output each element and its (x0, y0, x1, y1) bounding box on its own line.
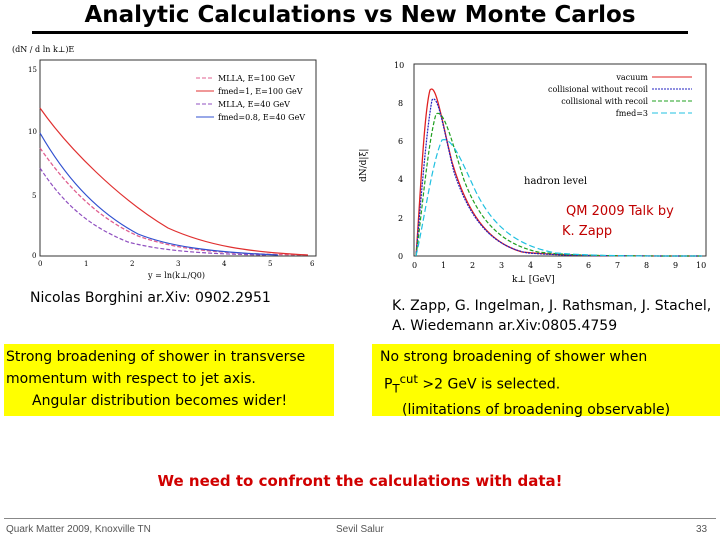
conclusion-text: We need to confront the calculations wit… (157, 472, 563, 490)
left-legend-2: fmed=1, E=100 GeV (218, 87, 303, 96)
right-legend-3: collisional with recoil (561, 97, 648, 106)
right-ytick: 8 (398, 99, 403, 108)
curve-fmed (415, 139, 703, 257)
right-box-line2: PTcut >2 GeV is selected. (372, 368, 720, 399)
footer-divider (4, 518, 716, 519)
zapp-ref-line1: K. Zapp, G. Ingelman, J. Rathsman, J. St… (392, 298, 712, 314)
footer-conference: Quark Matter 2009, Knoxville TN (6, 524, 151, 535)
right-xtick: 7 (615, 261, 620, 270)
pt-superscript: cut (399, 372, 418, 386)
right-xtick: 3 (499, 261, 504, 270)
right-plot-ylabel: dN/d|ξ| (359, 149, 369, 182)
left-box-line3: Angular distribution becomes wider! (32, 393, 288, 409)
right-legend-2: collisional without recoil (548, 85, 648, 94)
left-plot-xlabel: y = ln(k⊥/Q0) (147, 271, 205, 280)
left-xtick: 6 (310, 260, 315, 268)
right-xtick: 9 (673, 261, 678, 270)
left-ytick: 5 (32, 192, 36, 200)
right-box-line1: No strong broadening of shower when (380, 349, 648, 365)
pt-threshold-text: >2 GeV is selected. (417, 376, 561, 393)
right-plot-frame (413, 63, 707, 257)
right-ytick: 10 (394, 61, 404, 70)
pt-subscript: T (392, 381, 400, 396)
curve-mlla-40 (39, 167, 269, 256)
right-xtick: 1 (441, 261, 446, 270)
curve-no-recoil (415, 98, 703, 257)
right-box-line3: (limitations of broadening observable) (402, 402, 671, 419)
right-ytick: 4 (398, 175, 403, 184)
left-ytick: 15 (28, 66, 37, 74)
right-ytick: 2 (398, 214, 403, 223)
title-underline (32, 31, 688, 34)
left-xtick: 0 (38, 260, 42, 268)
left-xtick: 4 (222, 260, 227, 268)
left-xtick: 2 (130, 260, 134, 268)
right-xtick: 6 (586, 261, 591, 270)
zapp-talk-line1: QM 2009 Talk by (566, 204, 674, 219)
footer-author: Sevil Salur (336, 524, 384, 535)
right-plot-xlabel: k⊥ [GeV] (512, 275, 555, 285)
curve-mlla-100 (39, 147, 309, 256)
zapp-talk-line2: K. Zapp (562, 224, 613, 239)
right-xtick: 0 (412, 261, 417, 270)
left-xtick: 5 (268, 260, 272, 268)
left-xtick: 3 (176, 260, 180, 268)
right-xtick: 10 (696, 261, 706, 270)
left-legend-1: MLLA, E=100 GeV (218, 74, 295, 83)
left-box-line1: Strong broadening of shower in transvers… (6, 349, 306, 365)
left-highlight-box: Strong broadening of shower in transvers… (4, 344, 334, 416)
left-box-line2: momentum with respect to jet axis. (6, 371, 256, 387)
zapp-ref-line2: A. Wiedemann ar.Xiv:0805.4759 (392, 318, 618, 334)
curve-fmed-40 (39, 132, 279, 256)
right-highlight-box: No strong broadening of shower when PTcu… (372, 344, 720, 418)
right-xtick: 4 (528, 261, 533, 270)
zapp-talk-caption: QM 2009 Talk by K. Zapp (562, 202, 712, 242)
left-plot-frame (39, 59, 317, 257)
left-legend-4: fmed=0.8, E=40 GeV (218, 113, 305, 122)
left-legend-3: MLLA, E=40 GeV (218, 100, 290, 109)
right-legend-1: vacuum (615, 73, 648, 82)
curve-fmed-100 (39, 107, 309, 256)
borghini-plot: (dN / d ln k⊥)E MLLA, E=100 GeV fmed=1, … (8, 38, 326, 284)
right-ytick: 6 (398, 137, 403, 146)
right-xtick: 5 (557, 261, 562, 270)
slide-title: Analytic Calculations vs New Monte Carlo… (84, 2, 636, 28)
right-xtick: 2 (470, 261, 475, 270)
right-ytick: 0 (398, 252, 403, 261)
right-legend-4: fmed=3 (616, 109, 648, 118)
zapp-plot: dN/d|ξ| vacuum collisional without recoi… (352, 52, 714, 290)
right-plot-annotation: hadron level (524, 176, 587, 187)
left-xtick: 1 (84, 260, 88, 268)
pt-symbol: P (384, 376, 393, 393)
zapp-reference: K. Zapp, G. Ingelman, J. Rathsman, J. St… (392, 296, 720, 336)
borghini-reference: Nicolas Borghini ar.Xiv: 0902.2951 (30, 290, 271, 306)
left-ytick: 0 (32, 252, 36, 260)
left-plot-ylabel: (dN / d ln k⊥)E (12, 45, 74, 54)
right-xtick: 8 (644, 261, 649, 270)
footer-page-number: 33 (696, 524, 708, 535)
left-ytick: 10 (28, 128, 37, 136)
curve-vacuum (415, 88, 703, 257)
